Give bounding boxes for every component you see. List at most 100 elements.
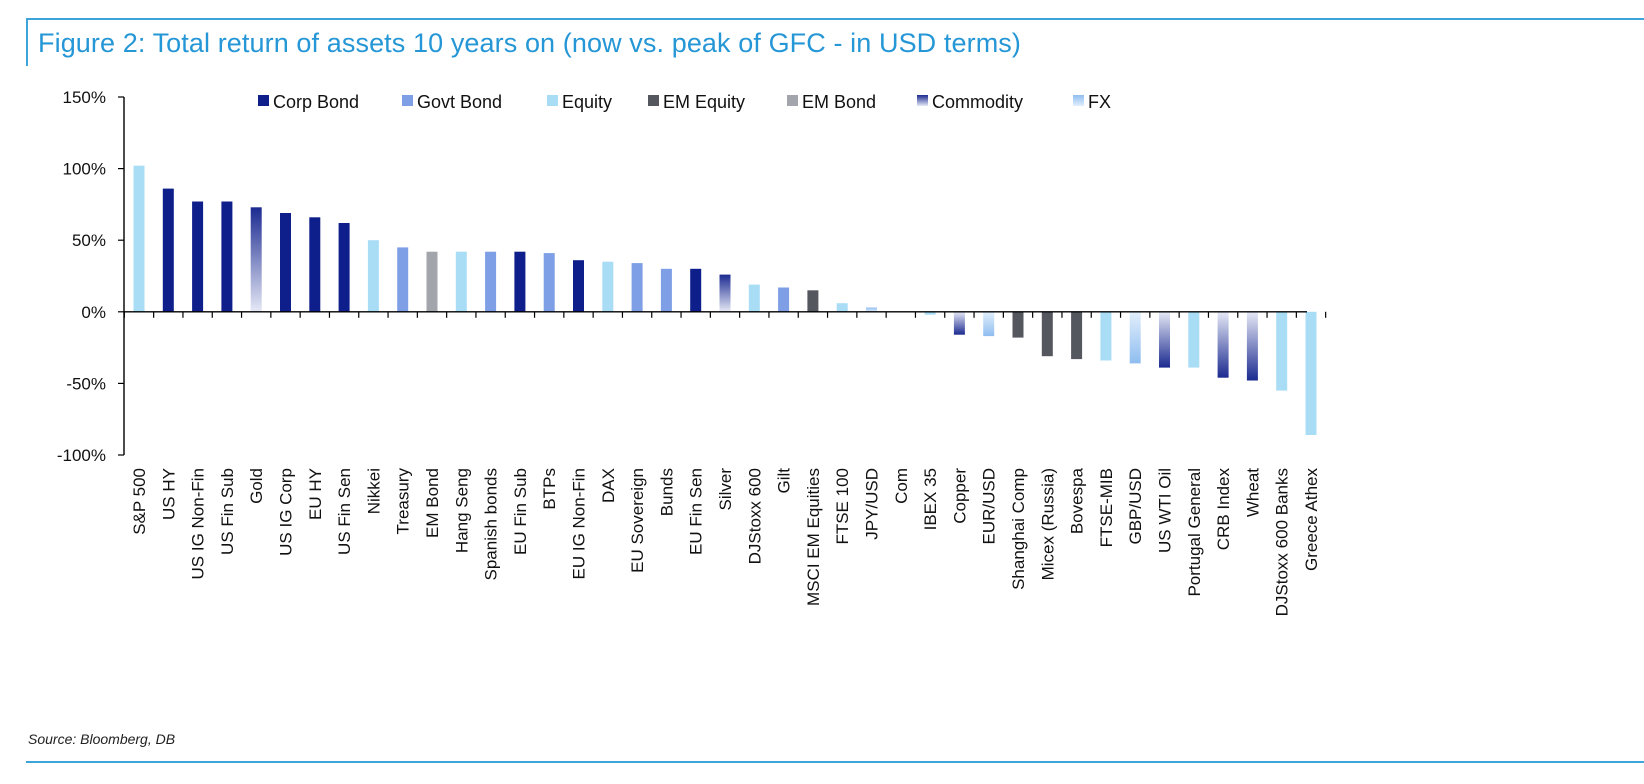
legend-swatch-fx [1073,95,1084,106]
y-tick-label: -100% [57,446,106,465]
x-tick-label-dax: DAX [599,468,618,503]
x-tick-labels: S&P 500 US HY US IG Non-Fin US Fin Sub Gold U… [130,467,1321,616]
axes-group: 150% 100% 50% 0% -50% -100% [57,88,1327,465]
x-tick-label-gold: Gold [247,468,266,504]
x-tick-label-djstoxx-600: DJStoxx 600 [745,468,764,564]
bar-greece-athex [1305,311,1317,435]
frame-top-line [26,18,1644,20]
y-tick-label: 0% [81,303,106,322]
bar-s-p-500 [133,165,145,312]
bar-eu-ig-non-fin [573,260,584,312]
bar-eu-fin-sub [514,251,526,312]
bar-djstoxx-600-banks [1276,311,1288,391]
bar-us-ig-non-fin [192,201,204,312]
x-tick-label-copper: Copper [950,468,969,524]
x-tick-label-us-fin-sen: US Fin Sen [335,468,354,555]
x-tick-label-com: Com [892,468,911,504]
bar-treasury [397,247,409,312]
legend-label-commodity: Commodity [932,92,1023,112]
legend-label-em-bond: EM Bond [802,92,876,112]
x-tick-label-us-ig-corp: US IG Corp [277,468,296,556]
bar-chart: Corp Bond Govt Bond Equity EM Equity EM Bond… [57,88,1327,616]
bar-us-fin-sub [221,201,233,312]
bar-crb-index [1217,311,1229,378]
x-tick-label-eu-fin-sub: EU Fin Sub [511,468,530,555]
x-tick-label-us-ig-non-fin: US IG Non-Fin [189,468,208,579]
bar-us-ig-corp [280,213,291,312]
y-tick-label: 150% [63,88,106,107]
bar-gbp-usd [1129,311,1141,364]
legend-swatch-equity [547,95,558,106]
legend-swatch-em-bond [787,95,798,106]
x-tick-label-eu-ig-non-fin: EU IG Non-Fin [570,468,589,579]
x-tick-label-spanish-bonds: Spanish bonds [482,468,501,580]
x-tick-label-nikkei: Nikkei [364,468,383,514]
bar-eur-usd [983,311,995,337]
x-tick-label-us-fin-sub: US Fin Sub [218,468,237,555]
x-tick-label-djstoxx-600-banks: DJStoxx 600 Banks [1273,468,1292,616]
bar-us-hy [162,188,174,312]
legend-label-govt-bond: Govt Bond [417,92,502,112]
x-tick-label-ftse-100: FTSE 100 [833,468,852,545]
x-tick-label-s-p-500: S&P 500 [130,468,149,535]
bar-copper [953,311,965,335]
y-tick-label: 50% [72,231,106,250]
x-tick-label-ibex-35: IBEX 35 [921,468,940,530]
legend-swatch-corp-bond [258,95,269,106]
x-tick-label-ftse-mib: FTSE-MIB [1097,468,1116,547]
x-tick-label-hang-seng: Hang Seng [452,468,471,553]
bar-spanish-bonds [485,251,497,312]
legend-label-equity: Equity [562,92,612,112]
x-tick-label-us-wti-oil: US WTI Oil [1156,468,1175,553]
bar-us-fin-sen [338,223,350,312]
frame-left-line [26,18,28,66]
legend-label-fx: FX [1088,92,1111,112]
bar-eu-hy [309,217,321,312]
bar-nikkei [367,240,379,312]
legend-label-corp-bond: Corp Bond [273,92,359,112]
x-tick-label-portugal-general: Portugal General [1185,468,1204,597]
x-tick-label-eu-sovereign: EU Sovereign [628,468,647,573]
figure-title: Figure 2: Total return of assets 10 year… [38,28,1021,58]
bar-us-wti-oil [1159,311,1170,368]
bar-eu-fin-sen [690,268,702,312]
bar-dax [602,261,614,312]
bar-ibex-35 [924,311,936,315]
x-tick-label-gbp-usd: GBP/USD [1126,468,1145,545]
legend-label-em-equity: EM Equity [663,92,745,112]
bar-ftse-100 [836,303,848,312]
bar-gilt [778,287,790,312]
bar-wheat [1246,311,1258,381]
x-tick-label-us-hy: US HY [159,468,178,520]
frame-bottom-line [26,761,1644,763]
legend-swatch-govt-bond [402,95,413,106]
bar-djstoxx-600 [748,284,760,312]
chart-legend: Corp Bond Govt Bond Equity EM Equity EM Bond… [258,92,1111,112]
source-note: Source: Bloomberg, DB [28,731,176,747]
x-tick-label-bovespa: Bovespa [1068,467,1087,534]
legend-swatch-em-equity [648,95,659,106]
bar-msci-em-equities [807,290,819,312]
x-tick-label-bunds: Bunds [657,468,676,516]
x-tick-label-em-bond: EM Bond [423,468,442,538]
bar-silver [719,274,731,312]
bar-portugal-general [1188,311,1200,368]
bar-em-bond [426,251,438,312]
bar-bunds [660,268,672,312]
bar-jpy-usd [866,307,877,312]
x-tick-label-jpy-usd: JPY/USD [863,468,882,540]
bar-micex-russia [1041,311,1053,357]
bar-shanghai-comp [1012,311,1024,338]
x-tick-label-eu-hy: EU HY [306,468,325,520]
bar-bovespa [1071,311,1083,360]
x-tick-label-msci-em-equities: MSCI EM Equities [804,468,823,606]
bar-gold [250,207,262,312]
bars-group [133,165,1317,435]
bar-hang-seng [455,251,467,312]
x-tick-label-greece-athex: Greece Athex [1302,468,1321,572]
x-tick-label-btps: BTPs [540,468,559,510]
legend-swatch-commodity [917,95,928,106]
bar-ftse-mib [1100,311,1112,361]
x-tick-label-wheat: Wheat [1243,468,1262,517]
x-tick-label-treasury: Treasury [394,468,413,535]
